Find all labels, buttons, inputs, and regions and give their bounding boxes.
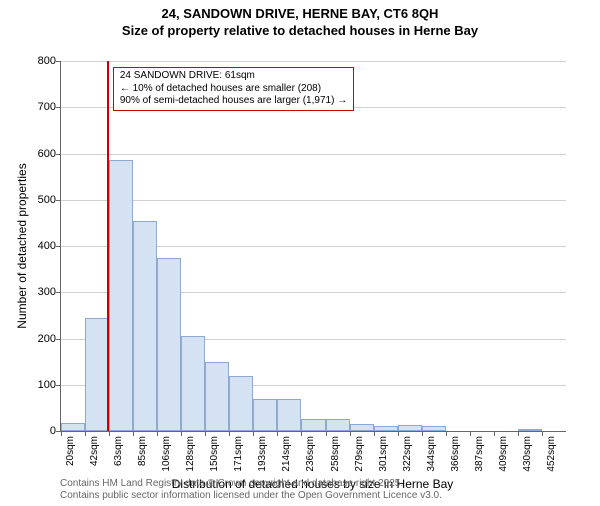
xtick-label: 85sqm — [137, 436, 148, 481]
xtick-label: 279sqm — [354, 436, 365, 481]
histogram-bar — [181, 336, 205, 431]
histogram-bar — [85, 318, 109, 431]
xtick-mark — [157, 431, 158, 436]
xtick-mark — [398, 431, 399, 436]
property-marker-line — [107, 61, 109, 431]
xtick-label: 106sqm — [161, 436, 172, 481]
xtick-label: 42sqm — [89, 436, 100, 481]
footnote-line2: Contains public sector information licen… — [60, 490, 442, 502]
xtick-mark — [253, 431, 254, 436]
xtick-mark — [542, 431, 543, 436]
histogram-bar — [350, 424, 374, 431]
xtick-mark — [61, 431, 62, 436]
xtick-mark — [446, 431, 447, 436]
histogram-bar — [253, 399, 277, 431]
xtick-label: 301sqm — [378, 436, 389, 481]
xtick-mark — [422, 431, 423, 436]
xtick-mark — [277, 431, 278, 436]
histogram-bar — [326, 419, 350, 431]
annotation-line3: 90% of semi-detached houses are larger (… — [120, 95, 347, 108]
histogram-bar — [229, 376, 253, 432]
footnote-line1: Contains HM Land Registry data © Crown c… — [60, 478, 442, 490]
histogram-bar — [109, 160, 133, 431]
xtick-label: 430sqm — [522, 436, 533, 481]
ytick-label: 800 — [26, 55, 56, 67]
xtick-label: 171sqm — [233, 436, 244, 481]
xtick-label: 366sqm — [450, 436, 461, 481]
xtick-mark — [470, 431, 471, 436]
histogram-bar — [422, 426, 446, 431]
xtick-mark — [301, 431, 302, 436]
xtick-mark — [374, 431, 375, 436]
histogram-bar — [398, 425, 422, 431]
xtick-label: 258sqm — [330, 436, 341, 481]
histogram-bar — [61, 423, 85, 431]
footnote: Contains HM Land Registry data © Crown c… — [60, 478, 442, 502]
histogram-bar — [518, 429, 542, 431]
xtick-mark — [518, 431, 519, 436]
histogram-bar — [277, 399, 301, 431]
plot-region: 010020030040050060070080020sqm42sqm63sqm… — [60, 61, 566, 432]
gridline — [61, 61, 566, 62]
xtick-label: 409sqm — [498, 436, 509, 481]
gridline — [61, 154, 566, 155]
ytick-mark — [56, 339, 61, 340]
xtick-label: 344sqm — [426, 436, 437, 481]
ytick-mark — [56, 61, 61, 62]
ytick-label: 300 — [26, 286, 56, 298]
annotation-line1: 24 SANDOWN DRIVE: 61sqm — [120, 70, 347, 83]
ytick-mark — [56, 107, 61, 108]
xtick-label: 63sqm — [113, 436, 124, 481]
ytick-mark — [56, 246, 61, 247]
xtick-mark — [229, 431, 230, 436]
xtick-mark — [181, 431, 182, 436]
ytick-label: 0 — [26, 425, 56, 437]
annotation-box: 24 SANDOWN DRIVE: 61sqm← 10% of detached… — [113, 67, 354, 111]
histogram-bar — [133, 221, 157, 431]
xtick-label: 452sqm — [546, 436, 557, 481]
ytick-mark — [56, 200, 61, 201]
ytick-label: 700 — [26, 101, 56, 113]
xtick-mark — [85, 431, 86, 436]
ytick-mark — [56, 154, 61, 155]
title-line1: 24, SANDOWN DRIVE, HERNE BAY, CT6 8QH — [0, 6, 600, 23]
xtick-label: 322sqm — [402, 436, 413, 481]
ytick-label: 100 — [26, 379, 56, 391]
xtick-mark — [326, 431, 327, 436]
ytick-label: 600 — [26, 148, 56, 160]
xtick-label: 20sqm — [65, 436, 76, 481]
xtick-mark — [205, 431, 206, 436]
xtick-mark — [494, 431, 495, 436]
ytick-mark — [56, 385, 61, 386]
ytick-label: 500 — [26, 194, 56, 206]
xtick-mark — [109, 431, 110, 436]
xtick-label: 128sqm — [185, 436, 196, 481]
title-line2: Size of property relative to detached ho… — [0, 23, 600, 40]
gridline — [61, 200, 566, 201]
histogram-bar — [301, 419, 325, 431]
xtick-label: 193sqm — [257, 436, 268, 481]
ytick-label: 200 — [26, 333, 56, 345]
histogram-chart: Number of detached properties 0100200300… — [60, 61, 565, 431]
xtick-label: 214sqm — [281, 436, 292, 481]
xtick-label: 236sqm — [305, 436, 316, 481]
annotation-line2: ← 10% of detached houses are smaller (20… — [120, 83, 347, 96]
xtick-mark — [350, 431, 351, 436]
ytick-label: 400 — [26, 240, 56, 252]
histogram-bar — [205, 362, 229, 431]
ytick-mark — [56, 292, 61, 293]
histogram-bar — [157, 258, 181, 431]
histogram-bar — [374, 426, 398, 431]
xtick-label: 150sqm — [209, 436, 220, 481]
xtick-label: 387sqm — [474, 436, 485, 481]
xtick-mark — [133, 431, 134, 436]
